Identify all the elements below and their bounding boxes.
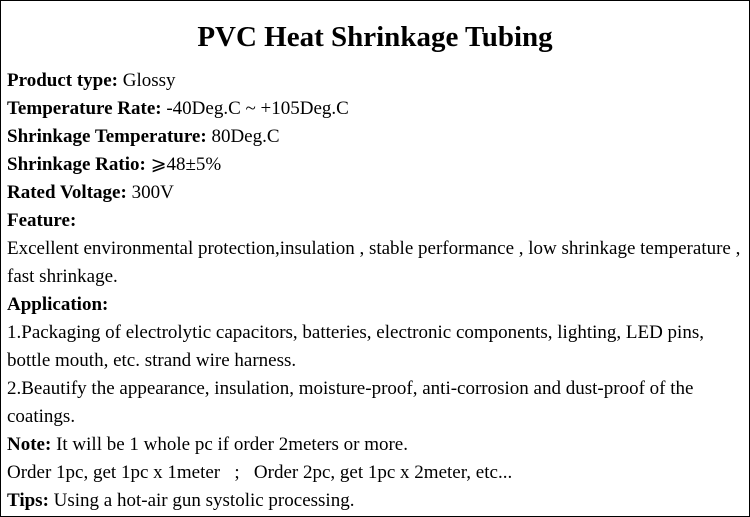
paragraph: Excellent environmental protection,insul…: [7, 238, 741, 287]
spec-label: Rated Voltage:: [7, 182, 127, 203]
spec-line: Shrinkage Ratio: ⩾48±5%: [7, 151, 745, 179]
section-label: Application:: [7, 294, 109, 315]
content: Product type: Glossy Temperature Rate: -…: [1, 67, 749, 515]
spec-value: 300V: [131, 182, 174, 203]
spec-label: Temperature Rate:: [7, 98, 162, 119]
tips-label: Tips:: [7, 490, 49, 511]
tips-line: Tips: Using a hot-air gun systolic proce…: [7, 487, 745, 515]
spec-value: 80Deg.C: [211, 126, 280, 147]
note-line: Note: It will be 1 whole pc if order 2me…: [7, 431, 745, 459]
paragraph: 1.Packaging of electrolytic capacitors, …: [7, 322, 704, 371]
spec-value: ⩾48±5%: [150, 154, 222, 175]
note-label: Note:: [7, 434, 52, 455]
note-value: It will be 1 whole pc if order 2meters o…: [56, 434, 408, 455]
spec-label: Shrinkage Ratio:: [7, 154, 146, 175]
spec-line: Shrinkage Temperature: 80Deg.C: [7, 123, 745, 151]
section-label: Feature:: [7, 210, 77, 231]
spec-value: -40Deg.C ~ +105Deg.C: [166, 98, 349, 119]
tips-value: Using a hot-air gun systolic processing.: [53, 490, 355, 511]
title: PVC Heat Shrinkage Tubing: [197, 21, 553, 53]
spec-line: Temperature Rate: -40Deg.C ~ +105Deg.C: [7, 95, 745, 123]
paragraph: 2.Beautify the appearance, insulation, m…: [7, 378, 694, 427]
spec-line: Rated Voltage: 300V: [7, 179, 745, 207]
spec-label: Shrinkage Temperature:: [7, 126, 207, 147]
spec-line: Product type: Glossy: [7, 67, 745, 95]
spec-value: Glossy: [122, 70, 176, 91]
spec-label: Product type:: [7, 70, 118, 91]
order-line: Order 1pc, get 1pc x 1meter ; Order 2pc,…: [7, 462, 513, 483]
